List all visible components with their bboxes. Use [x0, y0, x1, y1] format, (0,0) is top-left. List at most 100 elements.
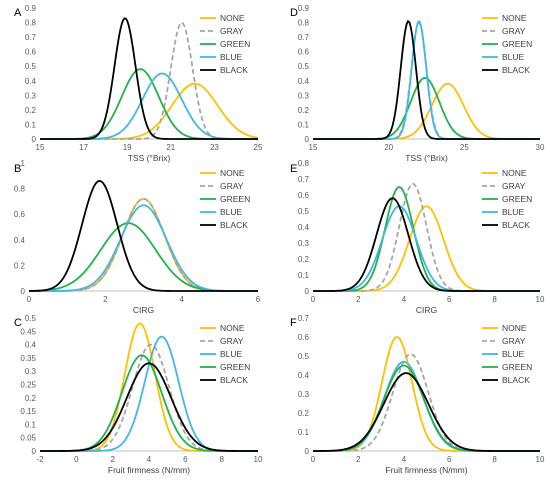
chart-f-xtick: 10 — [536, 455, 545, 464]
chart-a-letter: A — [14, 7, 22, 19]
chart-e-legend-label: NONE — [502, 168, 527, 178]
chart-a-xtick: 15 — [36, 143, 45, 152]
chart-f-legend-label: BLACK — [502, 375, 530, 385]
chart-b-xtick: 4 — [179, 295, 184, 304]
chart-d-ytick: 0.6 — [298, 48, 310, 57]
chart-d-legend-label: GREEN — [502, 39, 532, 49]
chart-e-xlabel: CIRG — [416, 305, 437, 315]
chart-c-ytick: 0.4 — [25, 341, 37, 350]
chart-f-ytick: 0 — [305, 447, 310, 456]
chart-c-ytick: 0.5 — [25, 314, 37, 323]
chart-e-xtick: 6 — [447, 295, 452, 304]
chart-f-series-black — [312, 372, 540, 452]
chart-b-legend-label: GREEN — [220, 194, 250, 204]
chart-f-ytick: 0.2 — [298, 409, 310, 418]
chart-f-xtick: 6 — [447, 455, 452, 464]
chart-a-xtick: 21 — [166, 143, 175, 152]
chart-a-legend-label: BLUE — [220, 52, 243, 62]
chart-e-ytick: 0 — [305, 287, 310, 296]
chart-a-legend-label: BLACK — [220, 65, 248, 75]
chart-c-ytick: 0.1 — [25, 420, 37, 429]
chart-b-ytick: 0.6 — [14, 210, 26, 219]
chart-f-ytick: 0.4 — [298, 371, 310, 380]
chart-b-xlabel: CIRG — [133, 305, 154, 315]
chart-f: F 0 0.1 0.2 0.3 0.4 0.5 0.6 0.7 0 2 4 6 8 10 Fruit firm… — [290, 314, 545, 475]
chart-f-legend-label: GREEN — [502, 362, 532, 372]
chart-f-xlabel: Fruit firmness (N/mm) — [385, 465, 467, 475]
chart-e-letter: E — [290, 163, 297, 175]
chart-d-legend-label: GRAY — [502, 26, 526, 36]
chart-a-ytick: 0.8 — [25, 19, 37, 28]
chart-e-xtick: 2 — [356, 295, 361, 304]
chart-d-series-green — [313, 76, 540, 140]
chart-a-ytick: 0.4 — [25, 77, 37, 86]
chart-e-xtick: 10 — [536, 295, 545, 304]
chart-b-xtick: 0 — [27, 295, 32, 304]
chart-a-legend-label: NONE — [220, 13, 245, 23]
chart-c-legend-label: GRAY — [220, 336, 244, 346]
chart-d-ytick: 0.7 — [298, 33, 310, 42]
chart-b-xtick: 6 — [256, 295, 261, 304]
chart-c-letter: C — [14, 317, 22, 329]
chart-b-ytick: 0.8 — [14, 185, 26, 194]
chart-f-legend-label: BLUE — [502, 349, 525, 359]
chart-a-ytick: 0 — [32, 135, 37, 144]
chart-e-series-black — [313, 197, 540, 292]
chart-e-ytick: 0.7 — [298, 175, 310, 184]
chart-f-ytick: 0.1 — [298, 428, 310, 437]
chart-c-ytick: 0.15 — [20, 407, 36, 416]
chart-b-letter: B — [14, 163, 21, 175]
chart-b-legend-label: BLACK — [220, 220, 248, 230]
chart-b-ytick: 0.2 — [14, 261, 26, 270]
chart-d: D 0 0.1 0.2 0.3 0.4 0.5 0.6 0.7 0.8 0.9 15 20 25 30 TSS… — [290, 4, 545, 163]
chart-f-xtick: 2 — [356, 455, 361, 464]
chart-c-xtick: 8 — [219, 455, 224, 464]
chart-c-legend-label: NONE — [220, 323, 245, 333]
chart-f-ytick: 0.3 — [298, 390, 310, 399]
chart-d-xtick: 30 — [536, 143, 545, 152]
chart-b-series-black — [28, 180, 258, 292]
chart-c-ytick: 0.3 — [25, 367, 37, 376]
chart-d-ytick: 0.9 — [298, 4, 310, 13]
chart-e: E 0 0.1 0.2 0.3 0.4 0.5 0.6 0.7 0.8 0 2 4 6 8 10 CIRG NON… — [290, 159, 545, 315]
chart-c-legend-label: BLUE — [220, 349, 243, 359]
chart-a-xtick: 23 — [210, 143, 219, 152]
chart-c-xtick: -2 — [36, 455, 44, 464]
chart-a-xtick: 25 — [254, 143, 263, 152]
chart-b-legend-label: GRAY — [220, 181, 244, 191]
chart-c-xtick: 10 — [254, 455, 263, 464]
chart-a-ytick: 0.3 — [25, 91, 37, 100]
chart-c-ytick: 0.25 — [20, 381, 36, 390]
chart-e-ytick: 0.6 — [298, 191, 310, 200]
chart-e-ytick: 0.4 — [298, 223, 310, 232]
chart-f-letter: F — [290, 317, 297, 329]
chart-c-ytick: 0.45 — [20, 327, 36, 336]
chart-a-xtick: 17 — [79, 143, 88, 152]
chart-c-ytick: 0.2 — [25, 394, 37, 403]
chart-a-ytick: 0.6 — [25, 48, 37, 57]
chart-b-series-green — [28, 222, 258, 292]
chart-f-legend-label: NONE — [502, 323, 527, 333]
chart-a-xlabel: TSS (°Brix) — [128, 153, 171, 163]
chart-a-legend-label: GRAY — [220, 26, 244, 36]
chart-e-ytick: 0.3 — [298, 239, 310, 248]
chart-f-xtick: 4 — [402, 455, 407, 464]
chart-e-xtick: 4 — [402, 295, 407, 304]
chart-e-legend-label: BLUE — [502, 207, 525, 217]
chart-d-series-black — [313, 19, 540, 140]
chart-f-legend-label: GRAY — [502, 336, 526, 346]
chart-b-ytick: 1 — [21, 159, 26, 168]
chart-f-xtick: 8 — [492, 455, 497, 464]
chart-a-ytick: 0.5 — [25, 62, 37, 71]
chart-c-xlabel: Fruit firmness (N/mm) — [108, 465, 190, 475]
chart-f-xtick: 0 — [311, 455, 316, 464]
chart-d-legend-label: BLACK — [502, 65, 530, 75]
chart-e-xtick: 0 — [311, 295, 316, 304]
chart-d-xtick: 15 — [309, 143, 318, 152]
chart-d-ytick: 0.3 — [298, 91, 310, 100]
chart-c-xtick: 4 — [147, 455, 152, 464]
chart-b-ytick: 0 — [21, 287, 26, 296]
chart-b-legend-label: BLUE — [220, 207, 243, 217]
chart-b: B 0 0.2 0.4 0.6 0.8 1 0 2 4 6 CIRG NONE GRAY GREEN BLUE… — [14, 159, 261, 315]
